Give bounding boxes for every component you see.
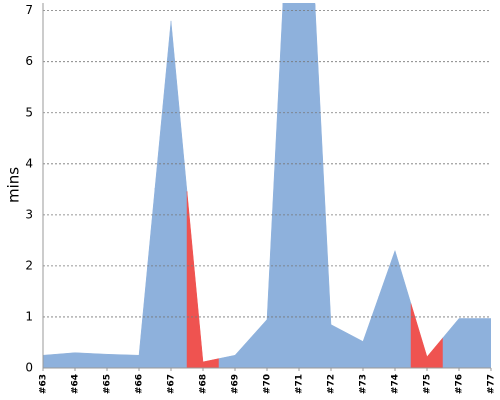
x-tick-label: #77	[487, 374, 497, 394]
x-tick-label: #66	[135, 374, 145, 394]
x-tick-label: #65	[103, 374, 113, 394]
area-segment	[250, 3, 284, 368]
area-segment	[43, 353, 60, 368]
y-tick-label: 4	[25, 156, 33, 170]
area-segment	[218, 336, 252, 368]
area-segment	[154, 20, 188, 368]
area-segment	[346, 295, 380, 368]
x-tick-label: #68	[199, 374, 209, 394]
area-segment	[186, 191, 220, 368]
plot-area	[43, 3, 491, 368]
x-tick-label: #67	[167, 374, 177, 394]
y-axis-label: mins	[5, 167, 23, 203]
y-tick-label: 5	[25, 105, 33, 119]
area-segment	[282, 3, 316, 368]
x-tick-label: #72	[327, 374, 337, 394]
x-tick-label: #71	[295, 374, 305, 394]
y-tick-label: 0	[25, 361, 33, 375]
x-tick-label: #73	[359, 374, 369, 394]
x-tick-label: #75	[423, 374, 433, 394]
y-tick-label: 3	[25, 207, 33, 221]
y-tick-label: 2	[25, 258, 33, 272]
area-segment	[442, 318, 476, 368]
x-tick-label: #76	[455, 374, 465, 394]
y-tick-label: 1	[25, 309, 33, 323]
area-segment	[378, 249, 412, 368]
area-segment	[314, 4, 348, 368]
x-tick-label: #69	[231, 374, 241, 394]
area-segment	[122, 188, 156, 368]
area-segment	[90, 353, 124, 368]
area-segment	[474, 318, 491, 368]
area-segment	[410, 303, 444, 368]
y-tick-label: 7	[25, 3, 33, 17]
area-segment	[58, 352, 92, 368]
y-tick-label: 6	[25, 54, 33, 68]
x-tick-label: #64	[71, 374, 81, 394]
x-tick-label: #63	[39, 374, 49, 394]
x-tick-label: #74	[391, 374, 401, 394]
x-tick-label: #70	[263, 374, 273, 394]
